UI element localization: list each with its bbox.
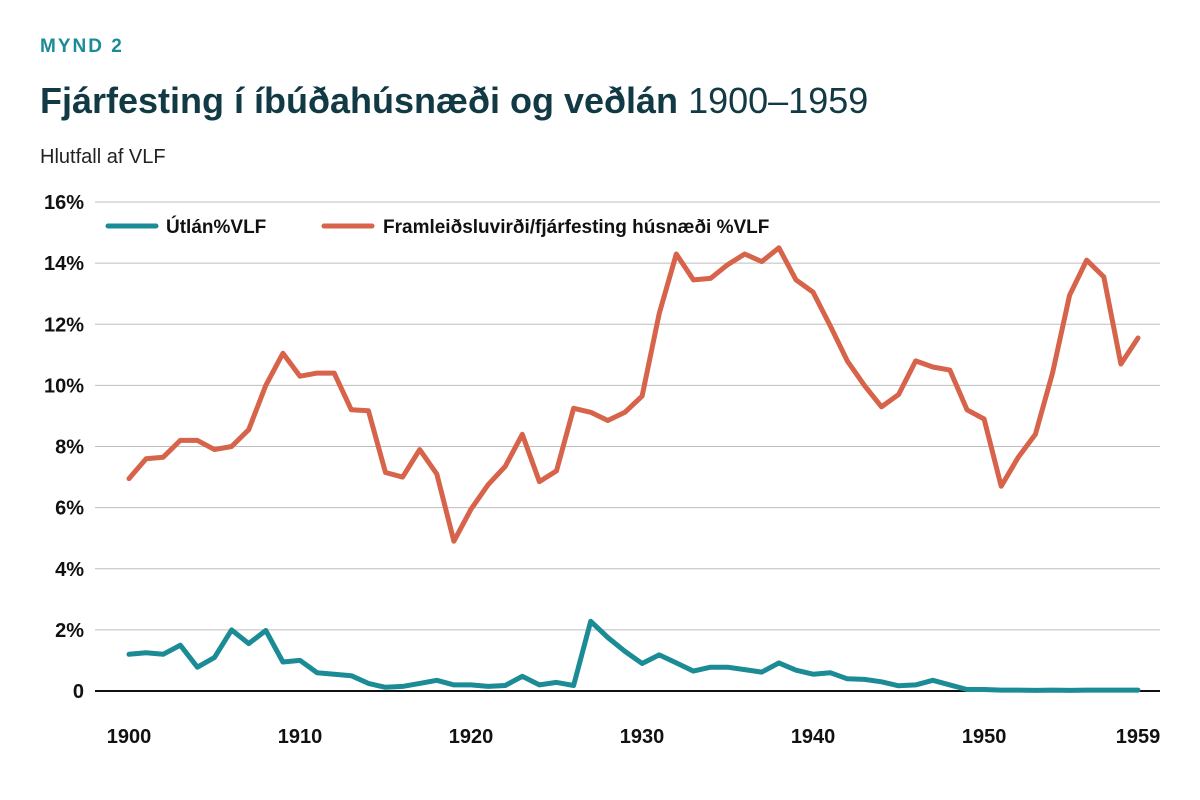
legend: Útlán%VLF Framleiðsluvirði/fjárfesting hú… (105, 216, 769, 238)
x-tick-label: 1910 (278, 726, 323, 748)
chart-title-main: Fjárfesting í íbúðahúsnæði og veðlán (40, 80, 679, 121)
x-tick-label: 1920 (449, 726, 494, 748)
chart-title: Fjárfesting í íbúðahúsnæði og veðlán 190… (40, 80, 868, 122)
y-tick-label: 10% (44, 375, 84, 397)
y-tick-label: 8% (55, 437, 84, 459)
y-tick-label: 12% (44, 314, 84, 336)
x-tick-label: 1930 (620, 726, 665, 748)
legend-label-framleidsluvirdi: Framleiðsluvirði/fjárfesting húsnæði %VL… (383, 217, 769, 238)
y-tick-label: 4% (55, 559, 84, 581)
y-tick-label: 14% (44, 253, 84, 275)
x-tick-label: 1900 (107, 726, 152, 748)
series-lines (126, 245, 1141, 693)
x-tick-label: 1959 (1116, 726, 1161, 748)
gridlines (95, 201, 1160, 692)
x-tick-label: 1940 (791, 726, 836, 748)
y-tick-label: 0 (73, 681, 84, 703)
y-tick-label: 2% (55, 620, 84, 642)
y-axis-tick-labels: 0 2% 4% 6% 8% 10% 12% 14% 16% (44, 192, 84, 703)
series-line-utlan (126, 618, 1141, 693)
series-line-framleidsluvirdi (126, 245, 1141, 544)
chart-title-years: 1900–1959 (688, 80, 869, 121)
figure-label: MYND 2 (40, 36, 124, 57)
legend-label-utlan: Útlán%VLF (166, 216, 266, 238)
y-tick-label: 16% (44, 192, 84, 214)
x-tick-label: 1950 (962, 726, 1007, 748)
y-tick-label: 6% (55, 498, 84, 520)
chart-subtitle: Hlutfall af VLF (40, 146, 166, 168)
x-axis-tick-labels: 1900 1910 1920 1930 1940 1950 1959 (107, 726, 1161, 748)
